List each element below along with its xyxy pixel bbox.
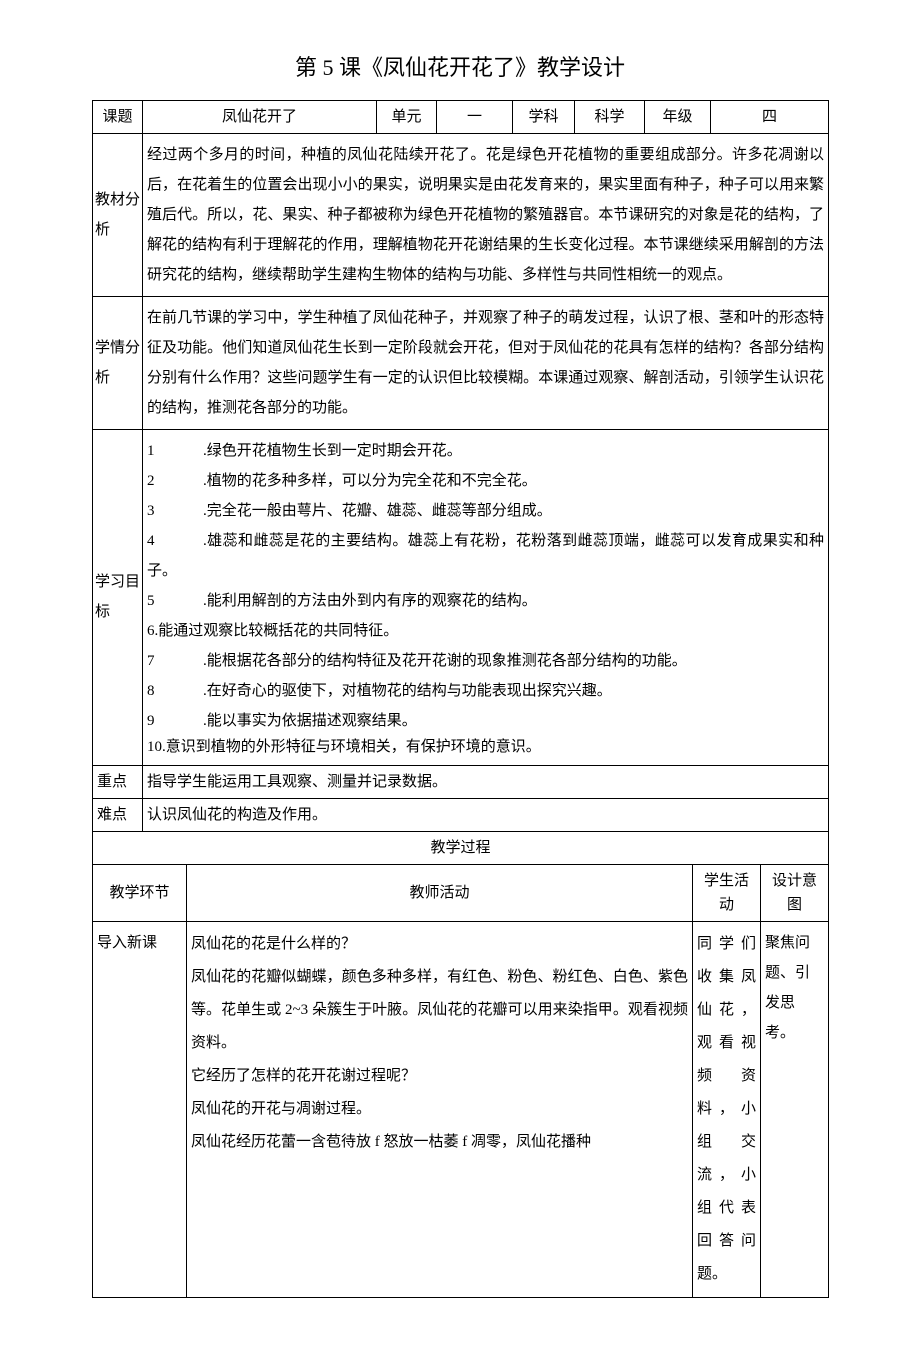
- goal-5: 5.能利用解剖的方法由外到内有序的观察花的结构。: [147, 586, 824, 616]
- xueke-label: 学科: [513, 101, 575, 134]
- goal-1: 1.绿色开花植物生长到一定时期会开花。: [147, 436, 824, 466]
- jiaocai-label: 教材分析: [93, 134, 143, 297]
- keti-label: 课题: [93, 101, 143, 134]
- col-intent: 设计意图: [761, 864, 829, 921]
- intro-intent: 聚焦问题、引发思考。: [761, 921, 829, 1297]
- nandian-text: 认识凤仙花的构造及作用。: [143, 798, 829, 831]
- goal-10: 10.意识到植物的外形特征与环境相关，有保护环境的意识。: [147, 736, 824, 759]
- danyuan-value: 一: [437, 101, 513, 134]
- nianji-value: 四: [711, 101, 829, 134]
- col-phase: 教学环节: [93, 864, 187, 921]
- goal-2: 2.植物的花多种多样，可以分为完全花和不完全花。: [147, 466, 824, 496]
- goal-9: 9.能以事实为依据描述观察结果。: [147, 706, 824, 736]
- jiaocai-text: 经过两个多月的时间，种植的凤仙花陆续开花了。花是绿色开花植物的重要组成部分。许多…: [143, 134, 829, 297]
- lesson-plan-table: 课题 凤仙花开了 单元 一 学科 科学 年级 四 教材分析 经过两个多月的时间，…: [92, 100, 829, 1298]
- process-header: 教学过程: [93, 831, 829, 864]
- nandian-label: 难点: [93, 798, 143, 831]
- zhongdian-text: 指导学生能运用工具观察、测量并记录数据。: [143, 765, 829, 798]
- goal-6: 6.能通过观察比较概括花的共同特征。: [147, 616, 824, 646]
- mubiao-cell: 1.绿色开花植物生长到一定时期会开花。 2.植物的花多种多样，可以分为完全花和不…: [143, 430, 829, 766]
- intro-teacher: 凤仙花的花是什么样的？ 凤仙花的花瓣似蝴蝶，颜色多种多样，有红色、粉色、粉红色、…: [187, 921, 693, 1297]
- zhongdian-label: 重点: [93, 765, 143, 798]
- xueqing-label: 学情分析: [93, 297, 143, 430]
- danyuan-label: 单元: [377, 101, 437, 134]
- goal-4: 4.雄蕊和雌蕊是花的主要结构。雄蕊上有花粉，花粉落到雌蕊顶端，雌蕊可以发育成果实…: [147, 526, 824, 586]
- col-student: 学生活动: [693, 864, 761, 921]
- xueqing-text: 在前几节课的学习中，学生种植了凤仙花种子，并观察了种子的萌发过程，认识了根、茎和…: [143, 297, 829, 430]
- intro-phase: 导入新课: [93, 921, 187, 1297]
- xueke-value: 科学: [575, 101, 645, 134]
- keti-value: 凤仙花开了: [143, 101, 377, 134]
- col-teacher: 教师活动: [187, 864, 693, 921]
- goal-7: 7.能根据花各部分的结构特征及花开花谢的现象推测花各部分结构的功能。: [147, 646, 824, 676]
- mubiao-label: 学习目标: [93, 430, 143, 766]
- goal-3: 3.完全花一般由萼片、花瓣、雄蕊、雌蕊等部分组成。: [147, 496, 824, 526]
- goal-8: 8.在好奇心的驱使下，对植物花的结构与功能表现出探究兴趣。: [147, 676, 824, 706]
- nianji-label: 年级: [645, 101, 711, 134]
- header-row: 课题 凤仙花开了 单元 一 学科 科学 年级 四: [93, 101, 829, 134]
- intro-student: 同学们收集凤仙花，观看视频资料，小组交流，小组代表回答问题。: [693, 921, 761, 1297]
- page-title: 第 5 课《凤仙花开花了》教学设计: [92, 50, 828, 82]
